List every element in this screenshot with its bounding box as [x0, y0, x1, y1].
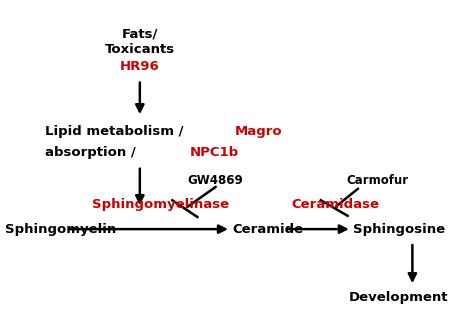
Text: GW4869: GW4869: [187, 174, 243, 187]
Text: Sphingomyelinase: Sphingomyelinase: [92, 198, 229, 211]
Text: Ceramidase: Ceramidase: [292, 198, 380, 211]
Text: Ceramide: Ceramide: [232, 223, 303, 236]
Text: Sphingomyelin: Sphingomyelin: [5, 223, 116, 236]
Text: HR96: HR96: [120, 60, 160, 73]
Text: Fats/
Toxicants: Fats/ Toxicants: [105, 28, 175, 56]
Text: absorption /: absorption /: [45, 146, 136, 159]
Text: Carmofur: Carmofur: [346, 174, 408, 187]
Text: Development: Development: [348, 291, 448, 304]
Text: NPC1b: NPC1b: [190, 146, 239, 159]
Text: Sphingosine: Sphingosine: [353, 223, 445, 236]
Text: Lipid metabolism /: Lipid metabolism /: [45, 125, 183, 138]
Text: Magro: Magro: [235, 125, 282, 138]
